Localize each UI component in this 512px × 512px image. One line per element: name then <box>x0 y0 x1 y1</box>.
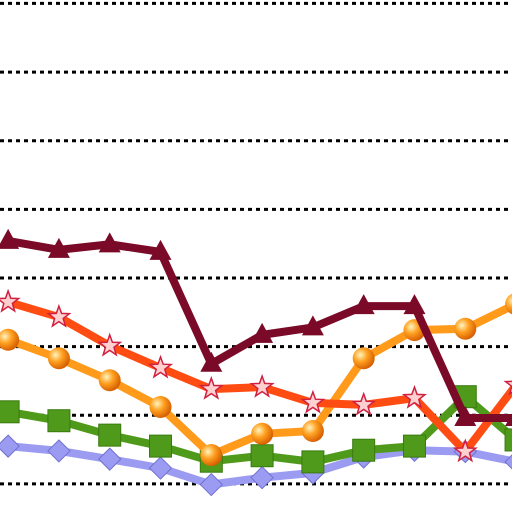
triangle-marker <box>98 232 121 253</box>
star-marker <box>46 303 72 328</box>
ball-marker <box>149 395 172 418</box>
ball-marker <box>200 444 223 467</box>
diamond-marker <box>0 434 20 458</box>
triangle-marker <box>352 294 375 315</box>
ball-marker <box>251 422 274 445</box>
square-marker <box>98 423 122 447</box>
star-marker <box>401 384 427 409</box>
star-marker <box>300 389 326 414</box>
square-marker <box>301 450 325 474</box>
square-marker <box>504 428 512 452</box>
ball-marker <box>505 293 512 315</box>
triangle-marker <box>505 413 512 426</box>
star-marker <box>97 332 123 357</box>
triangle-marker <box>0 228 20 249</box>
star-marker <box>0 288 21 313</box>
square-marker <box>352 438 376 462</box>
star-marker <box>351 391 377 416</box>
diamond-marker <box>504 454 512 470</box>
star-marker <box>452 438 478 463</box>
ball-marker <box>98 369 121 392</box>
ball-marker <box>454 317 477 340</box>
ball-marker <box>352 347 375 370</box>
diamond-marker <box>148 456 173 480</box>
triangle-marker <box>200 351 223 372</box>
triangle-marker <box>403 294 426 315</box>
triangle-marker <box>301 315 324 336</box>
triangle-marker <box>149 239 172 260</box>
square-marker <box>0 400 20 424</box>
ball-marker <box>0 328 20 351</box>
diamond-marker <box>47 439 71 463</box>
square-marker <box>149 434 173 458</box>
square-marker <box>402 434 426 458</box>
triangle-marker <box>454 405 477 426</box>
ball-marker <box>301 420 324 443</box>
triangle-marker <box>47 237 70 258</box>
diamond-marker <box>250 465 274 490</box>
square-marker <box>47 409 71 433</box>
square-marker <box>250 444 274 468</box>
diamond-marker <box>98 447 122 471</box>
diamond-marker <box>199 472 224 497</box>
star-marker <box>198 375 224 400</box>
star-marker <box>249 373 275 398</box>
star-marker <box>503 380 512 396</box>
ball-marker <box>47 347 70 370</box>
triangle-marker <box>251 322 274 343</box>
star-marker <box>147 354 174 379</box>
